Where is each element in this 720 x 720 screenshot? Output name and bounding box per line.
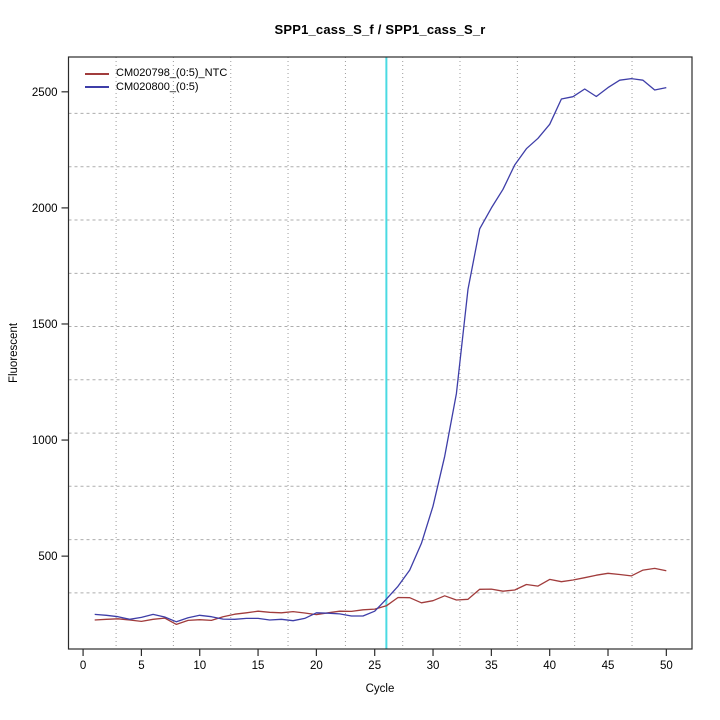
x-tick-label: 35 bbox=[485, 660, 498, 672]
legend-line-swatch-red bbox=[85, 72, 109, 75]
y-tick-label: 1500 bbox=[32, 319, 58, 331]
x-tick-label: 20 bbox=[310, 660, 323, 672]
y-tick-label: 500 bbox=[38, 551, 57, 563]
series-line-0 bbox=[94, 567, 667, 626]
plot-box bbox=[67, 56, 693, 650]
legend-item-ntc: CM020798_(0:5)_NTC bbox=[85, 67, 227, 81]
x-tick-label: 0 bbox=[80, 660, 86, 672]
x-axis-title: Cycle bbox=[365, 683, 395, 695]
series-lines bbox=[94, 77, 667, 626]
legend-item-sample: CM020800_(0:5) bbox=[85, 81, 227, 95]
x-tick-label: 30 bbox=[427, 660, 440, 672]
y-tick-label: 2500 bbox=[32, 87, 58, 99]
legend-label-sample: CM020800_(0:5) bbox=[116, 80, 199, 93]
x-tick-label: 5 bbox=[138, 660, 144, 672]
axis-ticks-and-labels: 0 5 10 15 20 25 30 35 40 45 50 500 1000 1500 2000 2500 bbox=[32, 87, 673, 672]
y-tick-label: 2000 bbox=[32, 203, 58, 215]
legend-line-swatch-blue bbox=[85, 86, 109, 89]
x-tick-label: 10 bbox=[193, 660, 206, 672]
legend: CM020798_(0:5)_NTC CM020800_(0:5) bbox=[85, 67, 227, 94]
gridlines bbox=[68, 57, 692, 649]
chart-title: SPP1_cass_S_f / SPP1_cass_S_r bbox=[274, 22, 486, 37]
x-tick-label: 45 bbox=[602, 660, 615, 672]
x-tick-label: 15 bbox=[252, 660, 265, 672]
plot-frame bbox=[67, 56, 693, 650]
series-line-1 bbox=[94, 77, 667, 623]
y-axis-title: Fluorescent bbox=[8, 322, 20, 384]
x-tick-label: 40 bbox=[543, 660, 556, 672]
y-tick-label: 1000 bbox=[32, 435, 58, 447]
x-tick-label: 25 bbox=[368, 660, 381, 672]
x-tick-label: 50 bbox=[660, 660, 673, 672]
legend-label-ntc: CM020798_(0:5)_NTC bbox=[116, 67, 228, 79]
